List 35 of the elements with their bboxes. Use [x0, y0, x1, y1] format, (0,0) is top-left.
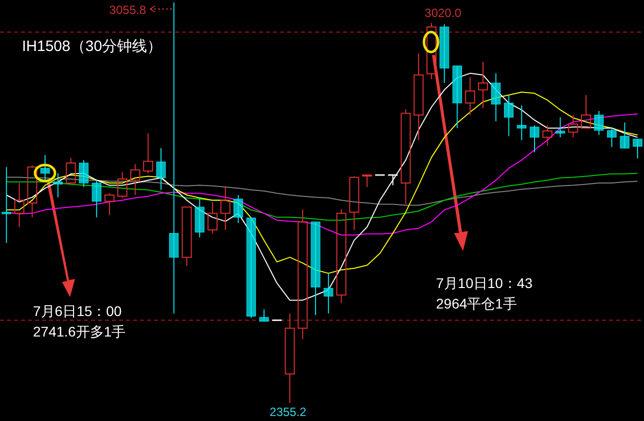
candlestick: [130, 164, 140, 196]
candlestick: [169, 2, 179, 314]
candlestick: [556, 116, 566, 138]
candlestick: [324, 272, 334, 314]
text: IH1508（30分钟线）: [22, 38, 162, 55]
candlestick: [78, 160, 88, 188]
candlestick: [414, 52, 424, 141]
candlestick: [92, 180, 102, 218]
candlestick: [594, 110, 604, 136]
candlestick: [220, 186, 230, 230]
candlestick: [40, 154, 50, 182]
annotation: 3020.0: [424, 6, 462, 20]
candlestick: [156, 148, 166, 190]
candlestick: [234, 194, 244, 224]
candlestick: [607, 126, 617, 148]
annotation: 3055.8: [109, 3, 146, 17]
candlestick: [568, 114, 578, 138]
candlestick: [504, 94, 514, 137]
candlestick: [298, 208, 308, 340]
candlestick: [530, 124, 540, 153]
candlestick: [388, 174, 398, 186]
candlestick: [2, 166, 12, 244]
candlestick: [516, 104, 526, 141]
candlestick: [465, 76, 476, 116]
candlestick: [284, 312, 295, 404]
candlestick: [491, 72, 501, 122]
candlestick: [259, 308, 269, 322]
text: 2355.2: [270, 405, 307, 419]
candlestick: [620, 122, 630, 149]
annotation: 7月10日10：43 2964平仓1手: [436, 275, 533, 312]
candlestick: [53, 172, 63, 198]
candlestick: [478, 61, 488, 109]
candlestick: [14, 182, 24, 228]
candlestick: [632, 138, 642, 159]
annotation: 7月6日15：00 2741.6开多1手: [33, 303, 126, 340]
